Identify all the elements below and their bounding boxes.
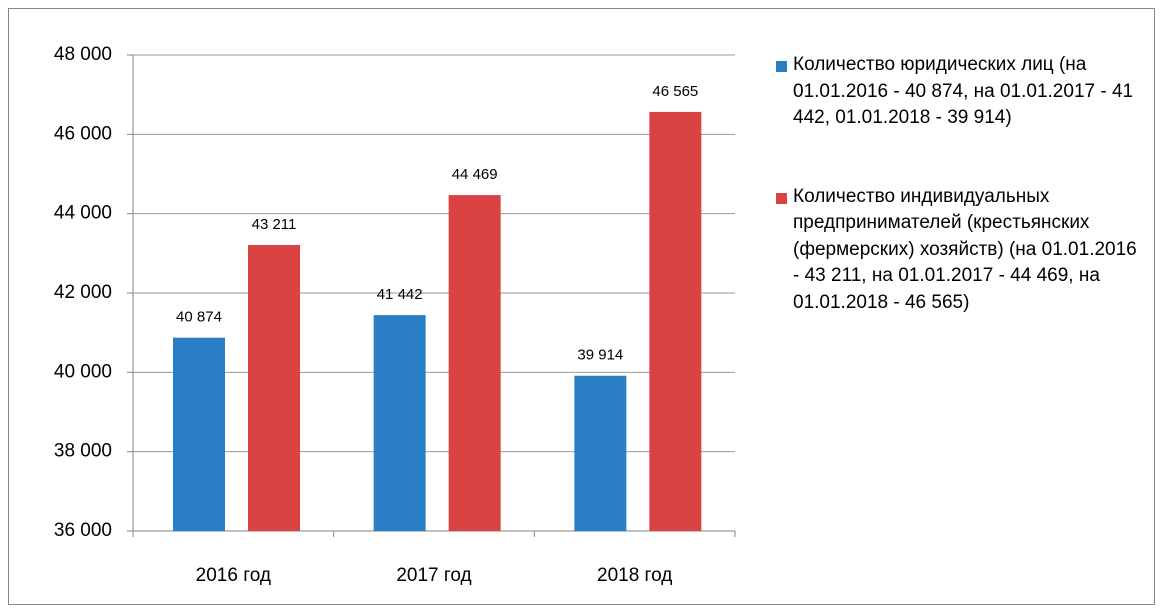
y-tick-label: 40 000: [54, 361, 112, 382]
legend-label: Количество юридических лиц (на 01.01.201…: [793, 54, 1134, 128]
x-tick-label: 2016 год: [196, 565, 271, 586]
y-tick-label: 36 000: [54, 520, 112, 541]
legend-label: Количество индивидуальных предпринимател…: [793, 185, 1137, 313]
legend-item: Количество юридических лиц (на 01.01.201…: [776, 52, 1148, 132]
bar: [448, 195, 501, 532]
data-label: 44 469: [452, 166, 498, 183]
data-label: 46 565: [652, 83, 698, 100]
y-tick-label: 46 000: [54, 123, 112, 144]
bar: [649, 111, 702, 532]
x-tick-label: 2017 год: [396, 565, 471, 586]
data-label: 41 442: [377, 286, 423, 303]
y-tick-label: 42 000: [54, 282, 112, 303]
bar: [173, 337, 225, 531]
y-tick-label: 48 000: [54, 44, 112, 65]
legend-swatch: [776, 61, 787, 72]
legend: Количество юридических лиц (на 01.01.201…: [776, 52, 1148, 368]
chart-border: [8, 8, 1155, 605]
legend-item: Количество индивидуальных предпринимател…: [776, 184, 1148, 317]
y-tick-label: 44 000: [54, 203, 112, 224]
x-tick-label: 2018 год: [597, 565, 672, 586]
y-tick-label: 38 000: [54, 441, 112, 462]
data-label: 39 914: [577, 347, 623, 364]
data-label: 40 874: [176, 309, 222, 326]
data-label: 43 211: [252, 216, 297, 233]
bar: [373, 315, 426, 531]
legend-swatch: [776, 192, 787, 204]
bar: [574, 375, 627, 531]
bar: [248, 244, 300, 531]
